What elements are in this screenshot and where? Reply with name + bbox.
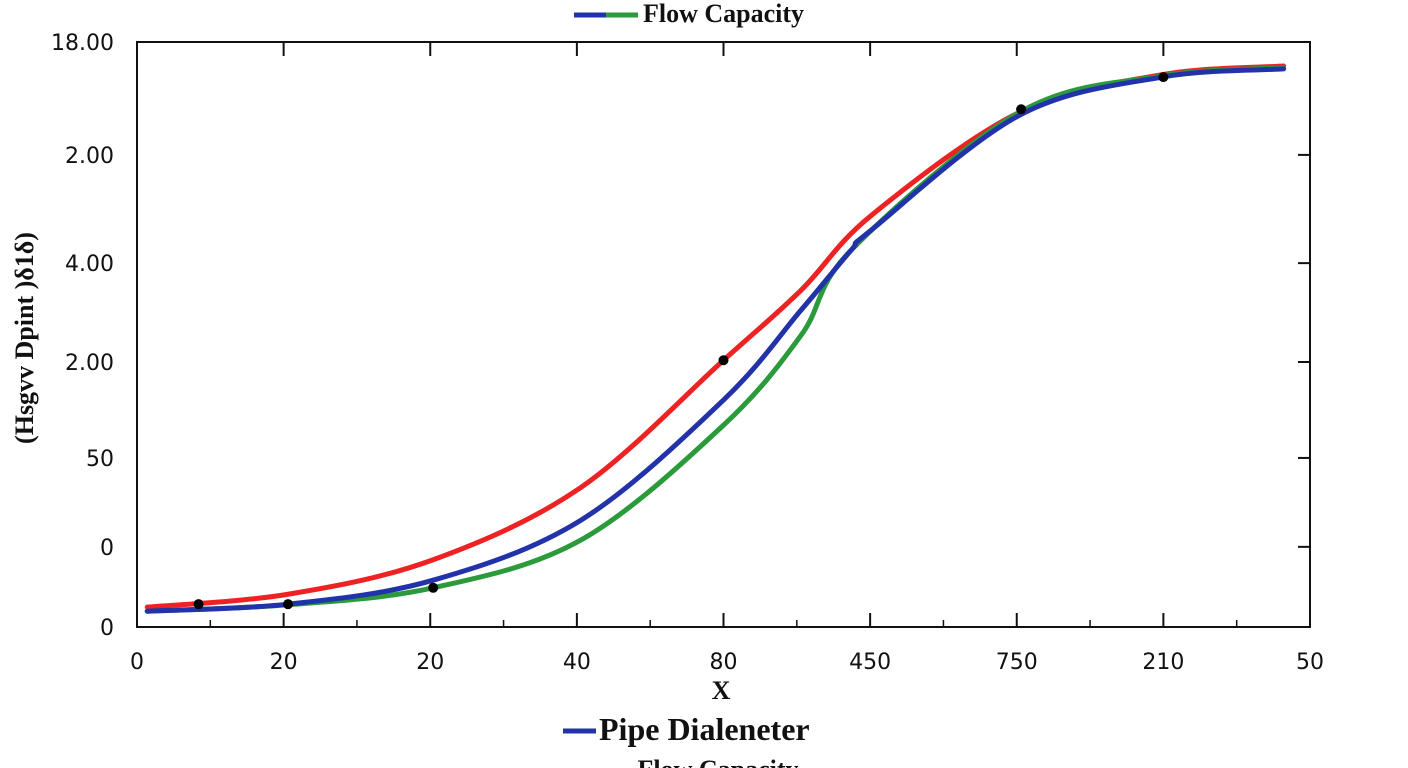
y-tick-label: 18.00 xyxy=(51,31,114,56)
data-point xyxy=(193,599,204,610)
bottom-legend-label: Pipe Dialeneter xyxy=(599,711,810,747)
x-tick-label: 20 xyxy=(416,650,444,675)
data-point xyxy=(718,355,729,366)
series-line-2 xyxy=(144,66,1287,614)
y-tick-label: 4.00 xyxy=(65,252,114,277)
y-tick-label: 2.00 xyxy=(65,144,114,169)
x-axis-label: X xyxy=(712,676,731,705)
x-tick-label: 50 xyxy=(1296,650,1324,675)
series-line-0 xyxy=(144,63,1287,610)
data-point xyxy=(1158,72,1169,83)
x-tick-label: 80 xyxy=(710,650,738,675)
top-legend-label: Flow Capacity xyxy=(643,0,804,28)
x-tick-label: 750 xyxy=(996,650,1038,675)
bottom-caption: Flow Capacity xyxy=(637,755,798,768)
bottom-legend: Pipe Dialeneter xyxy=(563,711,810,747)
top-legend: Flow Capacity xyxy=(574,0,804,28)
plot-frame xyxy=(136,41,1311,628)
data-point xyxy=(283,599,294,610)
x-tick-label: 450 xyxy=(849,650,891,675)
y-tick-label: 0 xyxy=(100,536,114,561)
x-tick-label: 210 xyxy=(1142,650,1184,675)
y-axis-label: (Hsgvv Dpint )δ1δ) xyxy=(10,232,39,444)
y-tick-label: 0 xyxy=(100,616,114,641)
y-tick-label: 2.00 xyxy=(65,351,114,376)
x-tick-label: 0 xyxy=(130,650,144,675)
series-line-1 xyxy=(144,65,1287,614)
y-tick-label: 50 xyxy=(86,447,114,472)
data-point xyxy=(1016,104,1027,115)
x-tick-label: 20 xyxy=(270,650,298,675)
data-point xyxy=(428,582,439,593)
x-tick-label: 40 xyxy=(563,650,591,675)
